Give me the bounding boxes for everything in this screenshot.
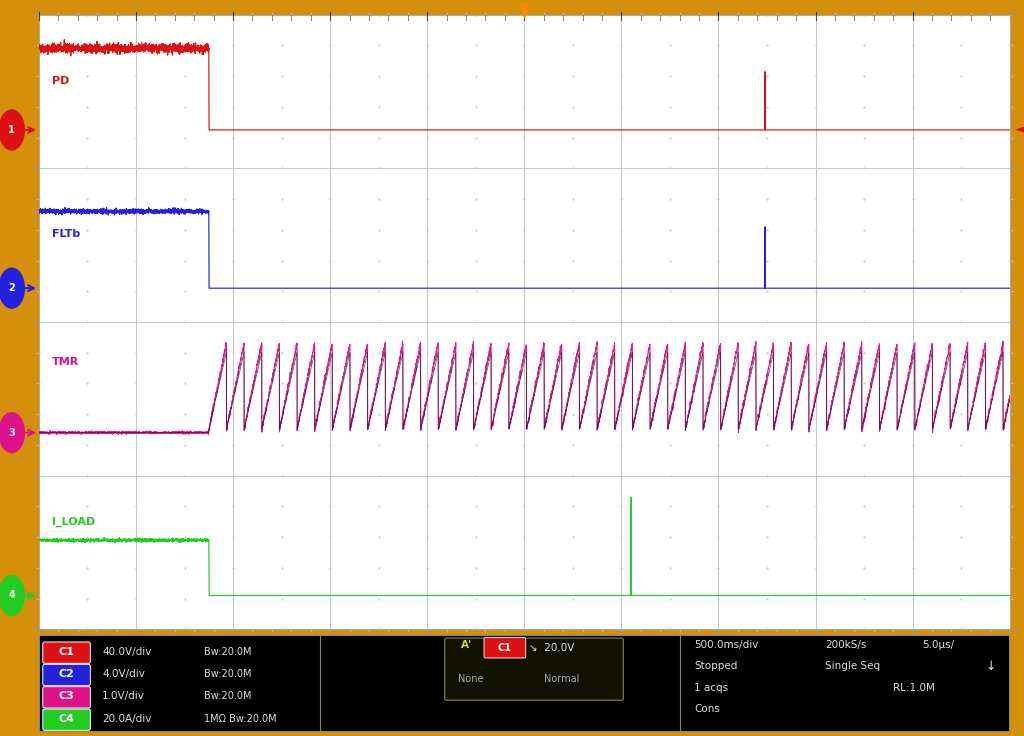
Text: 40.0V/div: 40.0V/div (102, 647, 152, 657)
Text: 5.0µs/: 5.0µs/ (923, 640, 954, 650)
FancyBboxPatch shape (484, 637, 525, 658)
Text: C1: C1 (58, 647, 75, 657)
Text: RL:1.0M: RL:1.0M (893, 682, 935, 693)
Text: 1: 1 (8, 125, 15, 135)
Text: Bw:20.0M: Bw:20.0M (204, 669, 252, 679)
Circle shape (0, 110, 25, 150)
FancyBboxPatch shape (43, 665, 90, 686)
Text: 2: 2 (8, 283, 15, 293)
Text: A': A' (461, 640, 472, 650)
Text: PD: PD (51, 76, 69, 86)
FancyBboxPatch shape (43, 642, 90, 663)
Text: ▼: ▼ (519, 1, 529, 15)
FancyBboxPatch shape (43, 687, 90, 708)
Text: C2: C2 (58, 669, 75, 679)
Text: Cons: Cons (694, 704, 720, 714)
Text: Normal: Normal (544, 674, 580, 684)
Text: ↓: ↓ (985, 659, 996, 673)
Text: 4.0V/div: 4.0V/div (102, 669, 144, 679)
Text: ▼: ▼ (519, 7, 529, 20)
FancyBboxPatch shape (43, 709, 90, 730)
Text: ◄: ◄ (1015, 124, 1024, 136)
Text: 1MΩ Bw:20.0M: 1MΩ Bw:20.0M (204, 714, 276, 723)
FancyBboxPatch shape (444, 638, 624, 700)
Text: TMR: TMR (51, 357, 79, 367)
Text: C3: C3 (58, 691, 75, 701)
Text: Bw:20.0M: Bw:20.0M (204, 691, 252, 701)
Text: 4: 4 (8, 590, 15, 601)
Text: 3: 3 (8, 428, 15, 438)
Text: FLTb: FLTb (51, 230, 80, 239)
Text: Single Seq: Single Seq (825, 661, 881, 671)
Text: 200kS/s: 200kS/s (825, 640, 866, 650)
Text: ↘  20.0V: ↘ 20.0V (529, 643, 574, 653)
Circle shape (0, 576, 25, 615)
Text: I_LOAD: I_LOAD (51, 517, 95, 527)
Text: Stopped: Stopped (694, 661, 737, 671)
Text: C4: C4 (58, 714, 75, 723)
Circle shape (0, 268, 25, 308)
Text: 500.0ms/div: 500.0ms/div (694, 640, 759, 650)
Text: C1: C1 (498, 643, 512, 653)
Text: 20.0A/div: 20.0A/div (102, 714, 152, 723)
Text: None: None (459, 674, 483, 684)
Text: 1 acqs: 1 acqs (694, 682, 728, 693)
Text: Bw:20.0M: Bw:20.0M (204, 647, 252, 657)
Circle shape (0, 413, 25, 453)
Text: 1.0V/div: 1.0V/div (102, 691, 144, 701)
